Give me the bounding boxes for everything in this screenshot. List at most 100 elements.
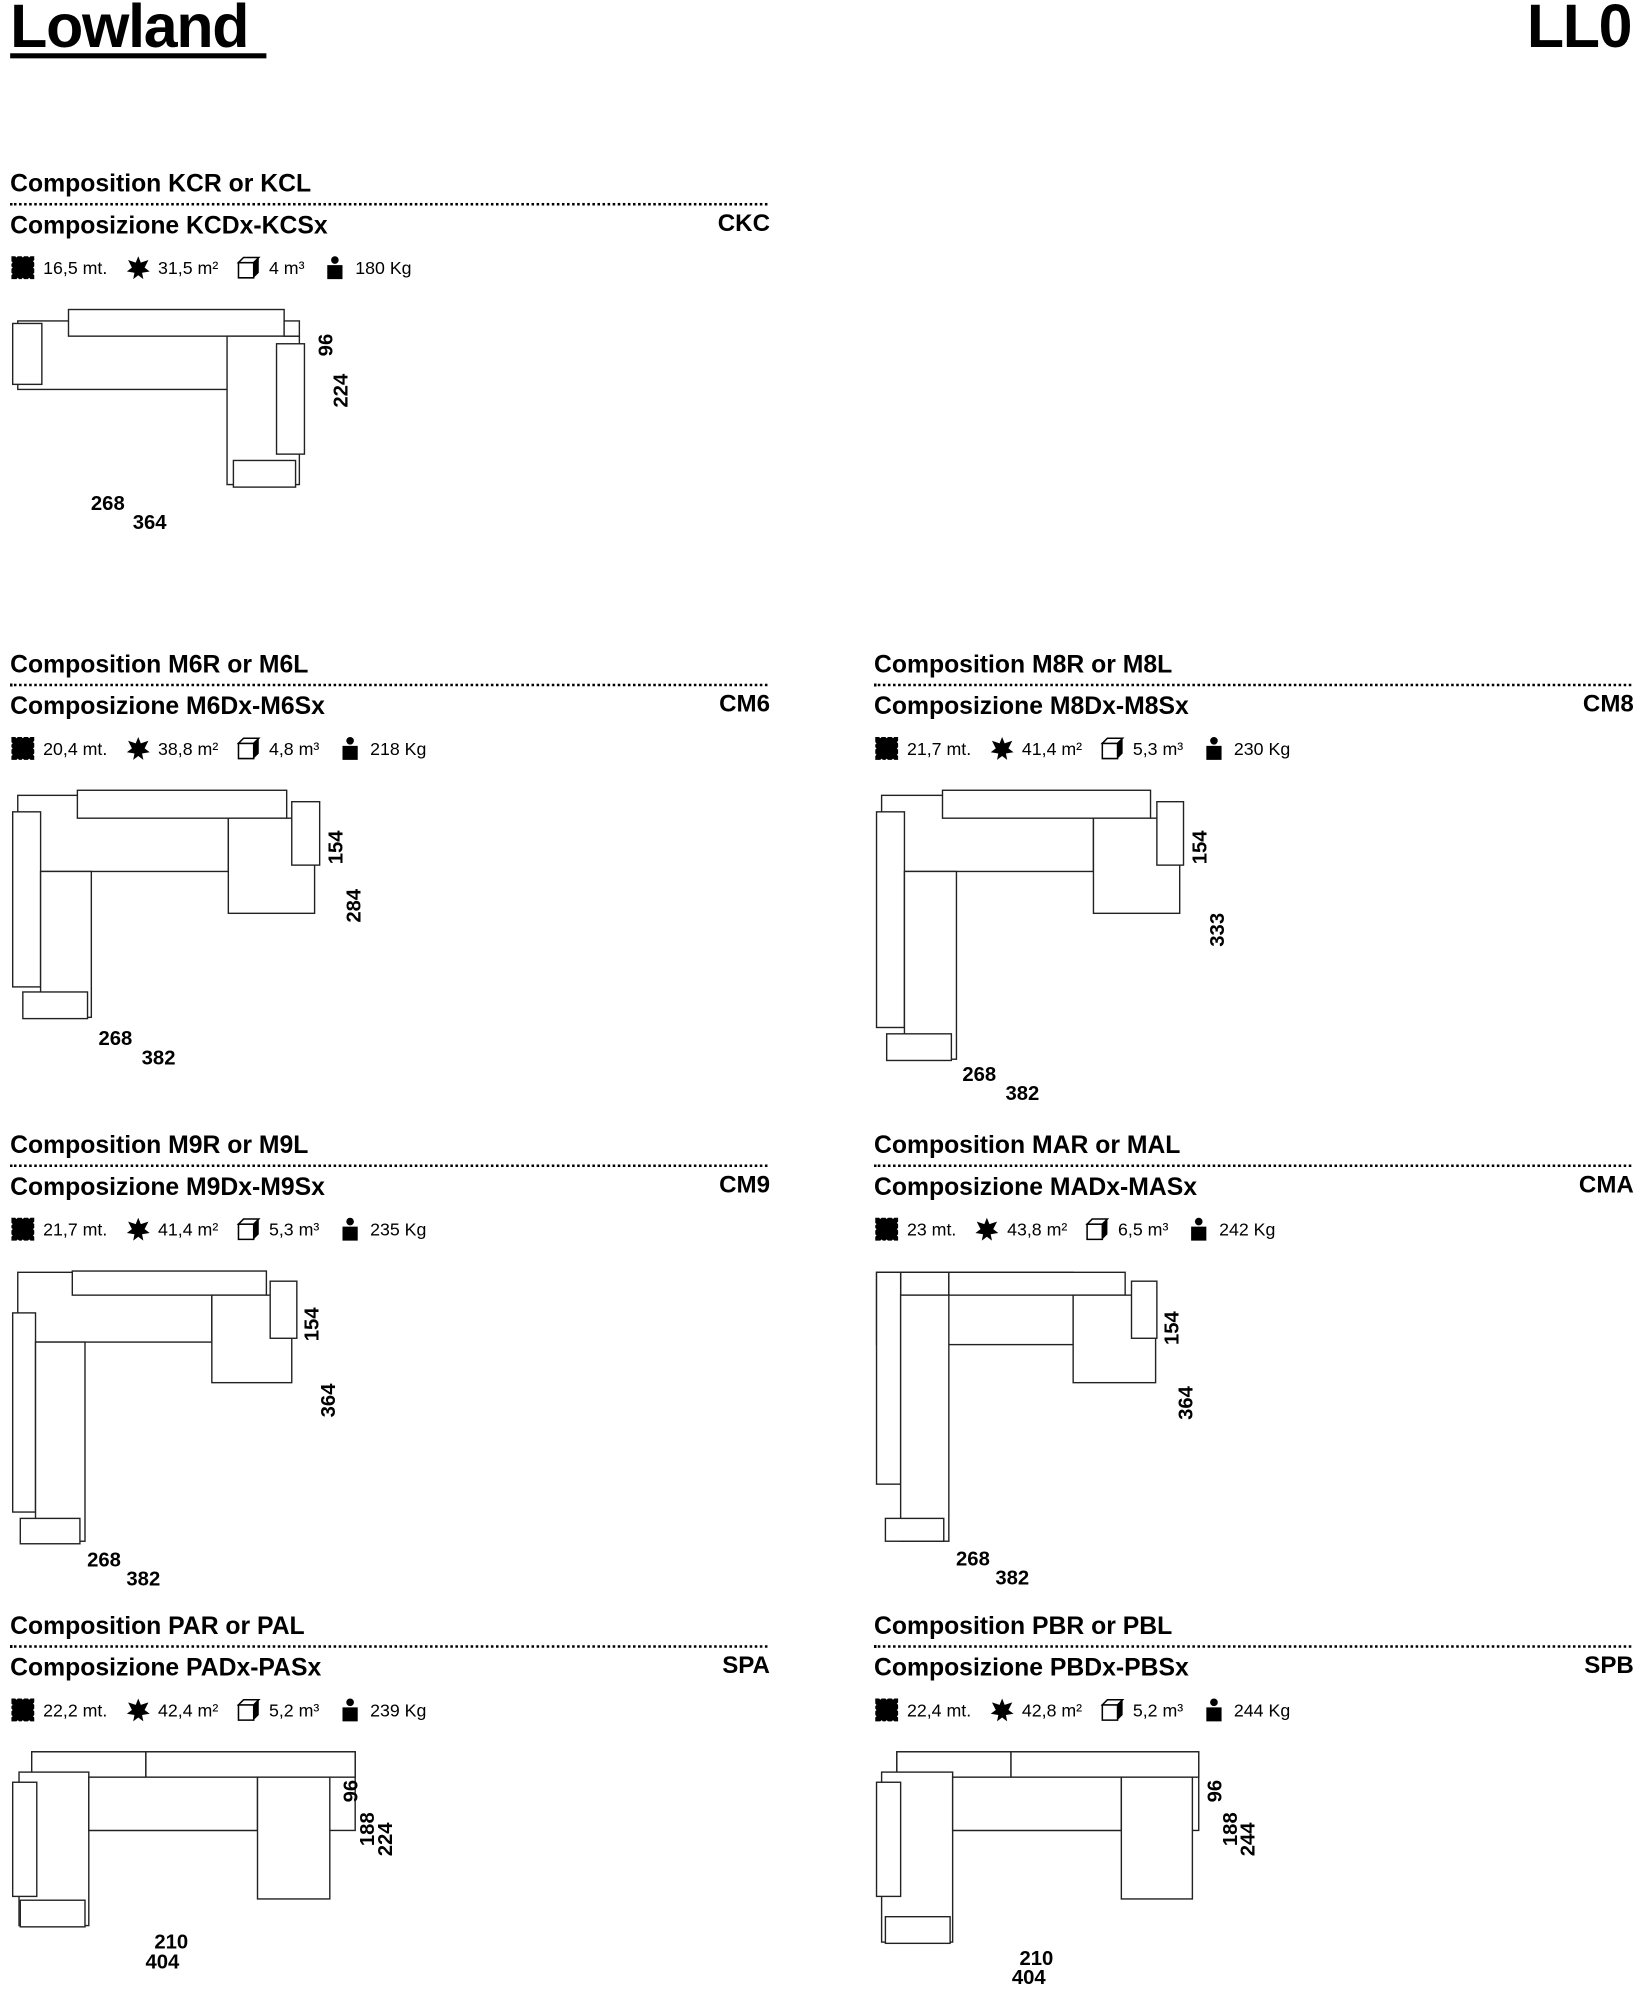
sofa-module [22,991,89,1020]
stat-weight: 235 Kg [337,1216,426,1241]
hide-area-icon [125,736,158,761]
sofa-module [1156,800,1185,866]
sofa-plan-drawing: 154 333 268 382 [875,789,1229,1105]
stat-weight: 242 Kg [1186,1216,1275,1241]
stat-leather-area: 43,8 m² [974,1216,1067,1241]
leather-hide-icon [874,1697,907,1722]
stat-volume: 5,2 m³ [236,1697,319,1722]
dimension-label: 268 [99,1028,133,1050]
stat-leather-area: 41,4 m² [989,736,1082,761]
composition-code: SPB [1584,1652,1634,1680]
weight-icon [337,736,370,761]
stats-row: 16,5 mt. 31,5 m² 4 m³ 180 Kg [10,255,429,280]
composition-title-en: Composition M9R or M9L [10,1131,309,1160]
dimension-label: 364 [133,512,168,534]
volume-cube-icon [236,736,269,761]
volume-cube-icon [1100,736,1133,761]
composition-code: CM9 [719,1172,770,1199]
dimension-label: 224 [331,373,353,408]
sofa-module [19,1899,86,1928]
sofa-module [34,1341,86,1542]
leather-hide-icon [874,1216,907,1241]
dotted-divider [873,1164,1632,1168]
sofa-module [884,1517,945,1542]
composition-block: Composition M6R or M6L Composizione M6Dx-… [10,649,770,814]
sofa-module [1130,1280,1158,1339]
dotted-divider [873,683,1632,687]
dimension-label: 96 [1205,1780,1227,1803]
sofa-module [11,811,42,988]
stat-value: 6,5 m³ [1118,1219,1169,1240]
title-underline [10,53,267,59]
composition-title-it: Composizione MADx-MASx [873,1173,1197,1202]
sofa-module [11,322,43,386]
collection-code: LL0 [1526,0,1633,61]
volume-cube-icon [236,1697,269,1722]
composition-title-en: Composition MAR or MAL [873,1131,1181,1160]
weight-icon [1201,1697,1234,1722]
dimension-label: 404 [1012,1967,1047,1989]
leather-hide-icon [10,255,43,280]
dimension-label: 244 [1238,1822,1260,1857]
collection-title: Lowland [10,0,249,61]
volume-cube-icon [1100,1697,1133,1722]
stat-value: 5,2 m³ [1132,1699,1184,1721]
dimension-label: 154 [1161,1310,1183,1345]
stat-volume: 5,2 m³ [1100,1697,1183,1722]
composition-title-en: Composition PBR or PBL [873,1612,1173,1641]
sofa-module [1010,1751,1200,1778]
dotted-divider [10,1164,768,1168]
sofa-module [885,1033,953,1062]
composition-block: Composition KCR or KCL Composizione KCDx-… [10,169,770,334]
hide-area-icon [125,1697,158,1722]
dimension-label: 224 [375,1822,397,1857]
sofa-module [941,789,1152,819]
dimension-label: 154 [301,1307,323,1342]
stat-value: 22,4 mt. [906,1699,972,1721]
stat-value: 31,5 m² [158,257,219,278]
sofa-plan-drawing: 96 224 268 364 [11,308,353,534]
stat-weight: 180 Kg [322,255,412,280]
stats-row: 21,7 mt. 41,4 m² 5,3 m³ 235 Kg [10,1216,444,1241]
dimension-label: 268 [91,493,125,515]
sofa-module [275,343,306,455]
dimension-label: 154 [1189,830,1211,865]
stat-volume: 4,8 m³ [236,736,319,761]
hide-area-icon [989,1697,1022,1722]
sofa-module [291,800,321,866]
composition-title-it: Composizione M8Dx-M8Sx [873,692,1189,721]
sofa-module [88,1776,259,1832]
stats-row: 22,4 mt. 42,8 m² 5,2 m³ 244 Kg [874,1697,1308,1722]
stat-leather-length: 21,7 mt. [874,736,971,761]
sofa-module [1120,1776,1194,1900]
stat-value: 4,8 m³ [269,738,320,759]
stat-value: 43,8 m² [1007,1219,1068,1240]
sofa-module [269,1280,298,1339]
dimension-label: 96 [315,334,337,357]
leather-hide-icon [10,1216,43,1241]
stat-value: 42,4 m² [158,1699,219,1721]
stat-leather-length: 22,4 mt. [874,1697,971,1722]
stats-row: 21,7 mt. 41,4 m² 5,3 m³ 230 Kg [874,736,1308,761]
stat-value: 239 Kg [370,1699,427,1721]
dimension-label: 188 [357,1812,379,1846]
stat-leather-length: 16,5 mt. [10,255,107,280]
composition-title-en: Composition M8R or M8L [873,650,1173,679]
stat-value: 4 m³ [269,257,305,278]
hide-area-icon [125,255,158,280]
composition-title-it: Composizione M9Dx-M9Sx [10,1173,325,1202]
stat-value: 21,7 mt. [43,1219,108,1240]
stat-value: 5,3 m³ [1132,738,1184,759]
stat-value: 41,4 m² [1021,738,1083,759]
stat-leather-length: 21,7 mt. [10,1216,107,1241]
stats-row: 20,4 mt. 38,8 m² 4,8 m³ 218 Kg [10,736,444,761]
composition-title-en: Composition M6R or M6L [10,650,309,679]
stat-value: 42,8 m² [1021,1699,1083,1721]
stat-value: 23 mt. [906,1219,957,1240]
sofa-module [948,1271,1126,1296]
dimension-label: 268 [87,1550,121,1572]
hide-area-icon [989,736,1022,761]
volume-cube-icon [1085,1216,1118,1241]
stat-leather-length: 20,4 mt. [10,736,107,761]
